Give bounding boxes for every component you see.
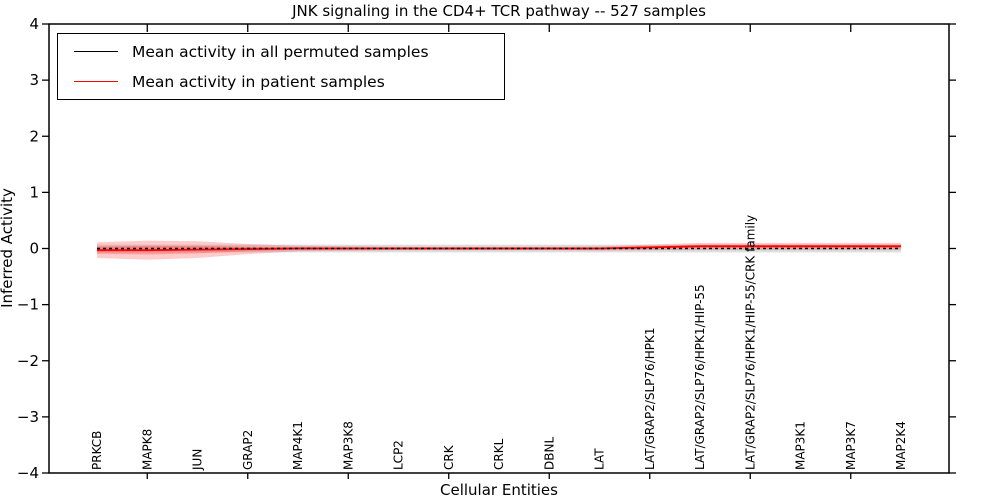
y-tick-label: 1	[29, 183, 39, 201]
legend-line-sample-red	[74, 81, 118, 82]
category-label: MAP3K1	[794, 421, 808, 470]
y-axis-label: Inferred Activity	[0, 188, 16, 308]
y-tick-label: 0	[29, 240, 39, 258]
x-axis-label: Cellular Entities	[440, 481, 558, 499]
category-label: LAT/GRAP2/SLP76/HPK1	[643, 328, 657, 471]
y-tick-label: −2	[17, 352, 39, 370]
legend-entry-patient: Mean activity in patient samples	[58, 67, 504, 97]
patient-std-band-inner	[97, 244, 901, 255]
category-label: LAT/GRAP2/SLP76/HPK1/HIP-55	[693, 284, 707, 470]
category-label: DBNL	[542, 437, 556, 470]
category-label: JUN	[191, 449, 205, 471]
legend-line-sample-black	[74, 51, 118, 52]
y-tick-label: −3	[17, 408, 39, 426]
legend-label: Mean activity in patient samples	[132, 72, 385, 91]
y-tick-label: 4	[29, 15, 39, 33]
y-tick-label: 3	[29, 71, 39, 89]
y-tick-label: −1	[17, 296, 39, 314]
category-label: MAPK8	[140, 429, 154, 470]
category-label: MAP3K7	[844, 421, 858, 470]
category-label: MAP2K4	[894, 421, 908, 470]
category-label: LAT	[593, 448, 607, 470]
category-label: MAP4K1	[291, 421, 305, 470]
y-tick-label: 2	[29, 127, 39, 145]
category-label: GRAP2	[241, 430, 255, 470]
legend-entry-permuted: Mean activity in all permuted samples	[58, 37, 504, 67]
legend-label: Mean activity in all permuted samples	[132, 42, 429, 61]
category-label: CRK	[442, 444, 456, 470]
y-tick-label: −4	[17, 464, 39, 482]
category-label: LAT/GRAP2/SLP76/HPK1/HIP-55/CRK family	[743, 215, 757, 470]
category-label: CRKL	[492, 438, 506, 470]
category-label: MAP3K8	[341, 421, 355, 470]
category-label: LCP2	[392, 440, 406, 470]
category-label: PRKCB	[90, 431, 104, 470]
legend: Mean activity in all permuted samples Me…	[57, 33, 505, 100]
chart-title: JNK signaling in the CD4+ TCR pathway --…	[292, 2, 706, 20]
